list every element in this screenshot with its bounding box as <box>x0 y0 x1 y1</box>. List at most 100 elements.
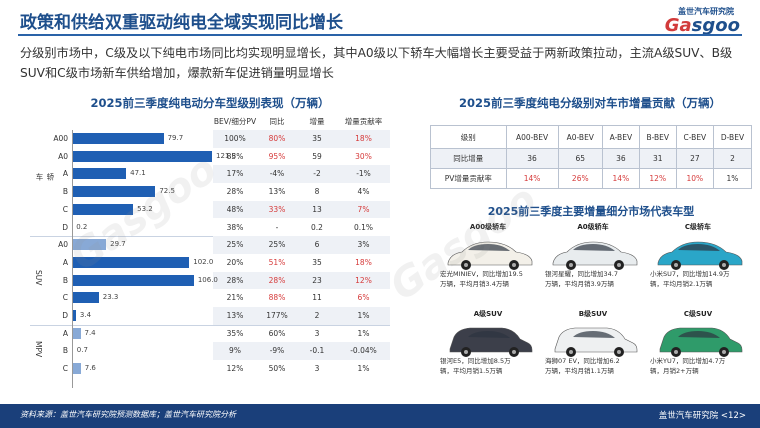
contribution-cell: 14% <box>602 168 640 189</box>
increment-cell: 2 <box>314 311 320 320</box>
increment-cell: 6 <box>314 240 320 250</box>
yoy-cell: 13% <box>268 187 286 197</box>
contribution-cell: 4% <box>357 187 370 197</box>
header-cell: A00-BEV <box>505 125 559 149</box>
increment-cell: 65 <box>557 148 604 169</box>
bar-value-label: 72.5 <box>159 187 175 196</box>
category-label: C <box>62 293 68 303</box>
contribution-cell: 7% <box>357 204 370 214</box>
contribution-cell: 18% <box>355 257 372 267</box>
car-card: A00级轿车 宏光MINIEV，同比增加19.5 万辆，平均月销3.4万辆 <box>438 222 538 304</box>
yoy-cell: 28% <box>268 275 286 285</box>
car-caption: 小米YU7，同比增加4.7万 辆，月销2+万辆 <box>650 357 726 375</box>
bar-value-label: 47.1 <box>130 169 146 178</box>
value-bar <box>72 133 164 144</box>
yoy-cell: 80% <box>268 134 286 143</box>
bar-value-label: 121.8 <box>216 151 237 160</box>
increment-cell: 35 <box>312 134 322 143</box>
car-class-label: B级SUV <box>578 310 608 318</box>
increment-cell: 27 <box>675 148 714 169</box>
car-class-label: A级SUV <box>473 310 503 318</box>
value-bar <box>72 310 76 321</box>
increment-cell: 2 <box>712 148 753 169</box>
category-label: B <box>62 346 68 356</box>
table-row: B 106.0 28% 28% 23 12% <box>30 271 390 290</box>
table-row: A0 29.7 25% 25% 6 3% <box>30 236 390 254</box>
value-bar <box>72 168 127 180</box>
hdr-bev-share: BEV/细分PV <box>213 117 257 126</box>
value-bar <box>72 186 156 198</box>
bar-value-label: 0.7 <box>76 346 88 355</box>
page-title: 政策和供给双重驱动纯电全域实现同比增长 <box>20 13 343 33</box>
header-cell: A-BEV <box>602 125 640 149</box>
chart-axis <box>72 130 73 388</box>
car-card: A0级轿车 银河星耀，同比增加34.7 万辆，平均月销3.9万辆 <box>543 222 643 304</box>
car-caption: 银河E5，同比增加8.5万 辆，平均月销1.5万辆 <box>440 357 511 375</box>
bev-share-cell: 38% <box>226 222 244 232</box>
table-row: A 102.0 20% 51% 35 18% <box>30 254 390 272</box>
car-image <box>657 241 743 270</box>
bev-share-cell: 13% <box>226 311 244 320</box>
increment-cell: 59 <box>312 151 322 161</box>
bev-share-cell: 20% <box>226 257 244 267</box>
increment-cell: 36 <box>505 148 559 169</box>
yoy-cell: -9% <box>269 346 285 356</box>
contribution-cell: -1% <box>356 169 371 179</box>
increment-cell: 8 <box>314 187 320 197</box>
value-bar <box>72 292 99 304</box>
category-label: A0 <box>58 240 68 250</box>
footer: 资料来源：盖世汽车研究院预测数据库；盖世汽车研究院分析 盖世汽车研究院 <12> <box>0 404 760 428</box>
yoy-cell: -4% <box>269 169 285 179</box>
group-separator <box>30 236 390 238</box>
yoy-cell: 33% <box>268 204 286 214</box>
yoy-cell: 95% <box>268 151 286 161</box>
bev-share-cell: 9% <box>229 346 241 356</box>
right-section-title: 2025前三季度纯电分级别对车市增量贡献（万辆） <box>458 96 721 110</box>
footer-brand: 盖世汽车研究院 <12> <box>658 411 746 421</box>
bar-value-label: 53.2 <box>137 204 153 213</box>
contribution-cell: 10% <box>675 168 714 189</box>
table-row: C 7.6 12% 50% 3 1% <box>30 360 390 378</box>
car-image <box>554 327 638 357</box>
increment-cell: -2 <box>313 169 321 179</box>
bar-value-label: 7.6 <box>84 364 96 373</box>
table-row: C 53.2 48% 33% 13 7% <box>30 200 390 219</box>
hdr-yoy: 同比 <box>269 117 285 126</box>
yoy-cell: 51% <box>268 257 286 267</box>
table-row: A 47.1 17% -4% -2 -1% <box>30 165 390 184</box>
group-label: SUV <box>34 270 43 286</box>
hdr-increment: 增量 <box>309 117 325 126</box>
bev-share-cell: 35% <box>226 328 244 338</box>
bar-value-label: 79.7 <box>167 134 184 142</box>
contribution-cell: 6% <box>357 293 370 303</box>
value-bar <box>72 203 134 215</box>
increment-cell: 31 <box>638 148 677 169</box>
increment-cell: 3 <box>314 364 320 374</box>
contribution-cell: 3% <box>357 240 370 250</box>
category-label: D <box>62 311 68 320</box>
increment-cell: 23 <box>312 275 322 285</box>
increment-cell: 35 <box>312 257 322 267</box>
table-row: C 23.3 21% 88% 11 6% <box>30 289 390 307</box>
car-class-label: C级SUV <box>683 310 713 318</box>
increment-cell: 3 <box>314 328 320 338</box>
yoy-cell: 25% <box>268 240 286 250</box>
contribution-cell: 1% <box>357 364 370 374</box>
bar-value-label: 106.0 <box>197 275 218 284</box>
intro-text: 分级别市场中，C级及以下纯电市场同比均实现明显增长，其中A0级以下轿车大幅增长主… <box>20 46 733 80</box>
logo-cn-text: 盖世汽车研究院 <box>678 7 734 16</box>
header-cell: D-BEV <box>712 125 753 149</box>
hdr-contribution: 增量贡献率 <box>344 117 383 126</box>
category-label: A0 <box>58 151 68 161</box>
yoy-cell: 50% <box>268 364 286 374</box>
bev-share-cell: 21% <box>226 293 244 303</box>
contribution-cell: 18% <box>355 134 372 143</box>
table-row: D 3.4 13% 177% 2 1% <box>30 307 390 325</box>
car-card: C级轿车 小米SU7，同比增加14.9万 辆，平均月销2.1万辆 <box>648 222 748 304</box>
contribution-cell: 14% <box>505 168 559 189</box>
car-image <box>449 327 533 357</box>
header-cell: C-BEV <box>675 125 714 149</box>
bev-share-cell: 85% <box>226 151 244 161</box>
yoy-cell: 88% <box>268 293 286 303</box>
table-row: A00 79.7 100% 80% 35 18% <box>30 130 390 148</box>
